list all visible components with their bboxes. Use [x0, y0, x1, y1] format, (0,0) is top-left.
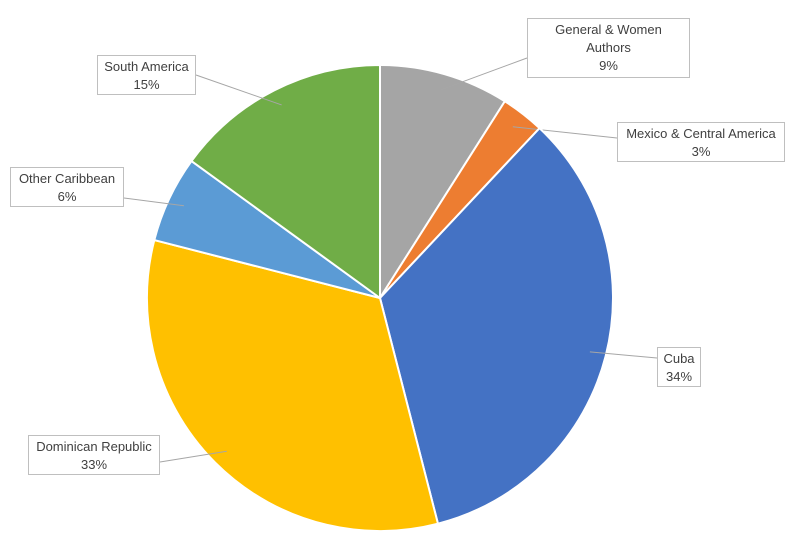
- leader-line: [195, 74, 282, 106]
- label-value: 34%: [665, 369, 693, 384]
- pie-slice: [190, 63, 381, 300]
- label-value: 6%: [57, 189, 77, 204]
- label-name: Cuba: [663, 351, 695, 366]
- leader-line: [589, 351, 658, 359]
- data-label: General & Women Authors 9%: [527, 18, 690, 78]
- leader-line: [512, 126, 618, 139]
- label-value: 33%: [80, 457, 108, 472]
- label-value: 9%: [599, 58, 618, 73]
- label-name: South America: [104, 59, 189, 74]
- data-label: Other Caribbean 6%: [10, 167, 124, 207]
- pie-slice: [379, 63, 507, 302]
- pie-slice: [146, 238, 440, 532]
- data-label: South America 15%: [97, 55, 196, 95]
- label-name: General & Women Authors: [555, 22, 662, 55]
- leader-line: [159, 450, 227, 463]
- data-label: Dominican Republic 33%: [28, 435, 160, 475]
- label-value: 15%: [133, 77, 160, 92]
- data-label: Cuba 34%: [657, 347, 701, 387]
- leader-line: [440, 57, 528, 91]
- label-name: Dominican Republic: [36, 439, 152, 454]
- label-name: Mexico & Central America: [626, 126, 776, 141]
- pie-slice: [378, 126, 614, 525]
- label-value: 3%: [691, 144, 711, 159]
- data-label: Mexico & Central America 3%: [617, 122, 785, 162]
- label-name: Other Caribbean: [18, 171, 116, 186]
- leader-line: [123, 197, 184, 207]
